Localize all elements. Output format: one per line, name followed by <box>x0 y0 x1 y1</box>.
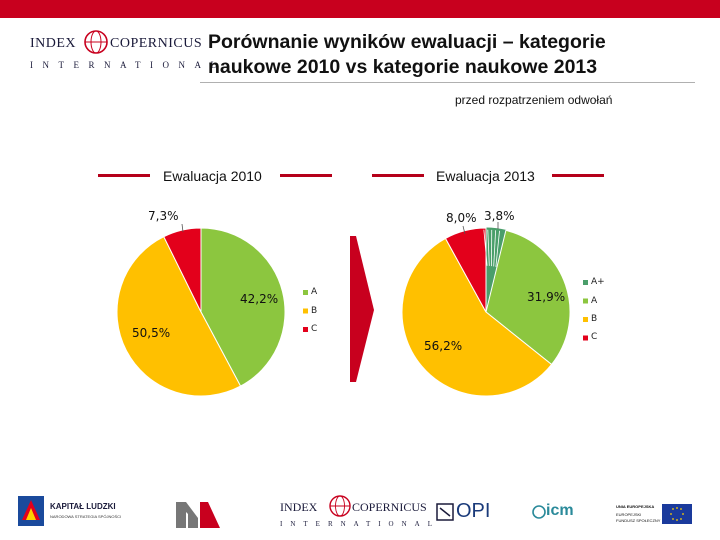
page-title: Porównanie wyników ewaluacji – kategorie… <box>208 30 688 80</box>
pie-2010 <box>116 227 286 397</box>
subtitle: przed rozpatrzeniem odwołań <box>455 93 613 107</box>
legend-swatch-c <box>303 327 308 332</box>
aplus-hatch-line <box>493 230 497 267</box>
opi-logo-text: OPI <box>456 500 491 522</box>
footer-logo-copernicus: COPERNICUS <box>352 500 427 514</box>
legend-swatch-aplus <box>583 280 588 285</box>
left-title-line-right <box>280 174 332 177</box>
pie-2013-label-c: 8,0% <box>446 211 477 225</box>
logo-word-copernicus: COPERNICUS <box>110 36 203 51</box>
chart-2013-title: Ewaluacja 2013 <box>436 168 535 184</box>
icm-emblem-icon <box>532 505 546 519</box>
right-title-line-left <box>372 174 424 177</box>
legend-2013-b: B <box>591 314 598 324</box>
right-title-line-right <box>552 174 604 177</box>
pie-slice-a <box>485 229 571 366</box>
eu-label-line2: EUROPEJSKI <box>616 512 642 517</box>
legend-2010-b: B <box>311 306 318 316</box>
eu-label-line1: UNIA EUROPEJSKA <box>616 504 655 509</box>
aplus-hatch-line <box>483 229 488 266</box>
legend-swatch-a <box>303 290 308 295</box>
pie-slice-c <box>444 227 487 313</box>
legend-2013 <box>583 280 588 341</box>
pie-2013 <box>401 227 571 397</box>
aplus-hatch-line <box>487 229 490 266</box>
index-copernicus-logo <box>84 30 108 54</box>
kapital-ludzki-title: KAPITAŁ LUDZKI <box>50 502 116 511</box>
logo-word-index: INDEX <box>30 36 77 51</box>
legend-2013-aplus: A+ <box>591 277 605 287</box>
footer-globe-icon <box>329 495 351 517</box>
legend-swatch-a <box>583 298 588 304</box>
legend-2010-a: A <box>311 287 318 297</box>
legend-swatch-b <box>303 308 308 314</box>
top-red-bar <box>0 0 720 18</box>
legend-swatch-c <box>583 335 588 341</box>
pie-2010-label-c: 7,3% <box>148 209 179 223</box>
legend-2013-c: C <box>591 332 598 342</box>
label-leaders <box>181 222 499 235</box>
pie-slice-a <box>200 227 286 387</box>
legend-2010-c: C <box>311 324 318 334</box>
title-divider <box>200 82 695 83</box>
comparison-arrow <box>350 236 374 382</box>
logo-subtitle: INTERNATIONAL <box>30 60 226 70</box>
nm-logo-icon <box>176 502 220 528</box>
pie-2013-label-a: 31,9% <box>527 290 566 304</box>
footer-logo-index: INDEX <box>280 500 318 514</box>
eu-label-line3: FUNDUSZ SPOŁECZNY <box>616 518 661 523</box>
pie-slice-c <box>163 227 202 313</box>
pie-slice-b <box>401 237 553 397</box>
pie-2013-label-b: 56,2% <box>424 339 463 353</box>
legend-swatch-b <box>583 317 588 322</box>
left-title-line-left <box>98 174 150 177</box>
legend-2010 <box>303 290 308 332</box>
title-line-2: naukowe 2010 vs kategorie naukowe 2013 <box>208 56 598 78</box>
pie-2010-label-b: 50,5% <box>132 326 171 340</box>
kapital-ludzki-sub: NARODOWA STRATEGIA SPÓJNOŚCI <box>50 514 122 519</box>
pie-2013-label-aplus: 3,8% <box>484 209 515 223</box>
footer-logo-subtitle: INTERNATIONAL <box>280 520 440 528</box>
footer-logos: KAPITAŁ LUDZKI NARODOWA STRATEGIA SPÓJNO… <box>0 488 720 540</box>
icm-logo-text: icm <box>546 502 574 519</box>
pie-slice-b <box>116 236 242 397</box>
legend-2013-a: A <box>591 296 598 306</box>
title-line-1: Porównanie wyników ewaluacji – kategorie <box>208 31 606 53</box>
label-leader-line <box>181 223 184 233</box>
chart-2010-title: Ewaluacja 2010 <box>163 168 262 184</box>
opi-emblem-icon <box>436 503 454 521</box>
kapital-ludzki-icon <box>18 496 44 526</box>
label-leader-line <box>462 225 466 235</box>
eu-flag-icon <box>662 504 692 524</box>
aplus-hatch-line <box>495 230 500 267</box>
pie-2010-label-a: 42,2% <box>240 292 279 306</box>
